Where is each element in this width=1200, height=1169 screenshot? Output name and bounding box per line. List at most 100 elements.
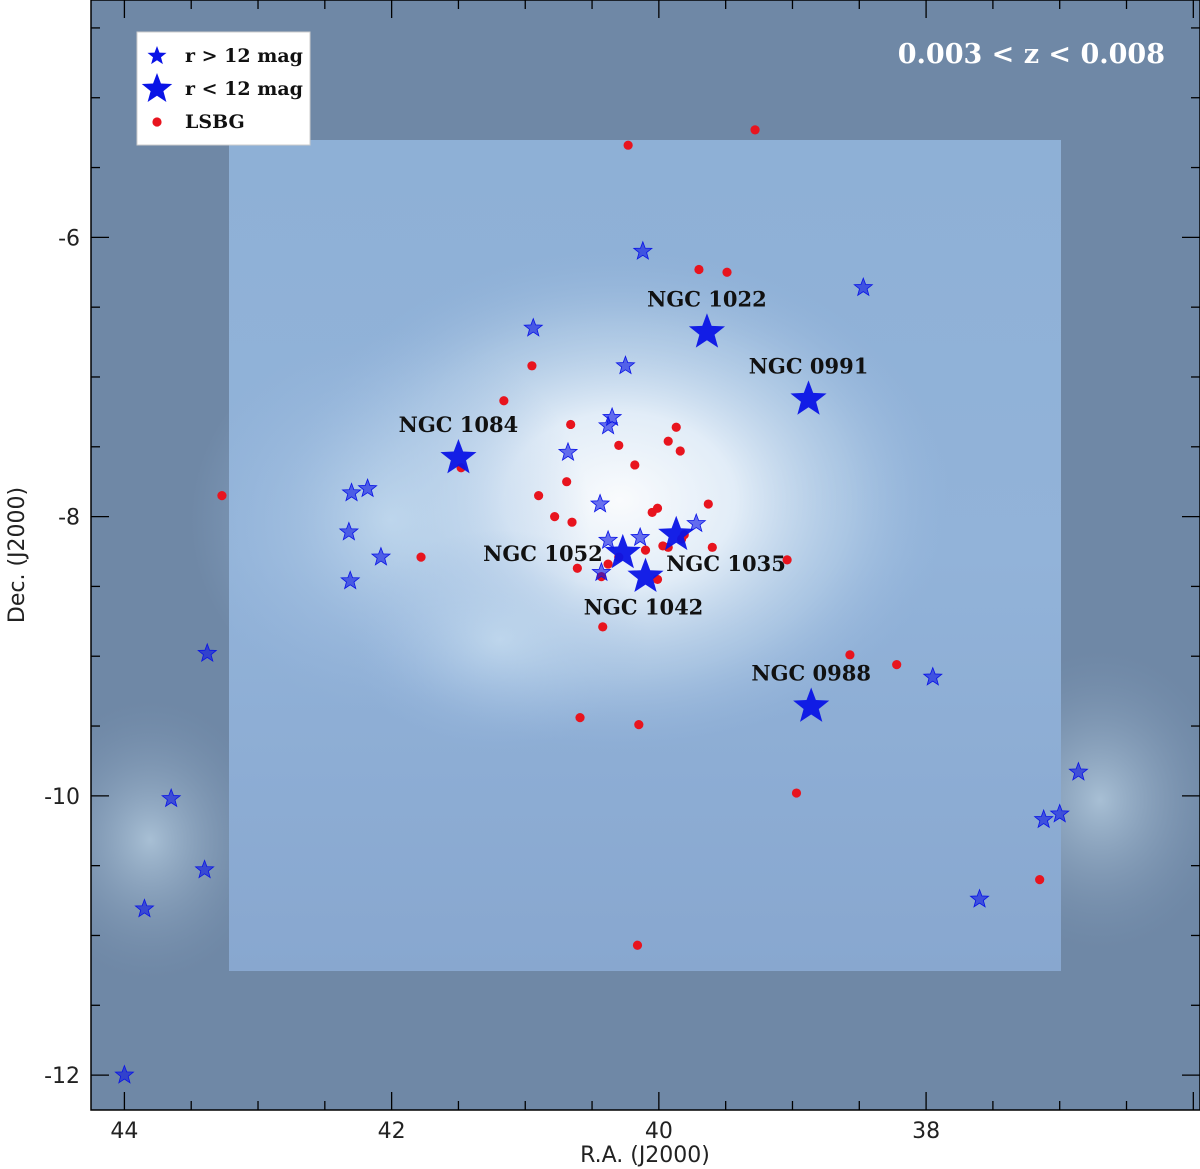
plot-frame [90,0,1200,1111]
lsbg-point [634,720,644,730]
faint-galaxy-star [557,441,579,461]
galaxy-label: NGC 1022 [647,286,767,311]
faint-galaxy-star [1049,803,1070,823]
lsbg-point [534,491,544,501]
lsbg-point [632,940,643,950]
bright-galaxy-star [688,313,726,348]
lsbg-point [572,563,582,573]
x-tick-label: 42 [378,1119,406,1144]
axes-ticks: 44 42 40 38 -6 -8 -10 -12 [44,0,1200,1144]
lsbg-point [562,477,572,487]
faint-galaxy-star [1068,761,1089,781]
lsbg-point [623,140,633,150]
lsbg-point [630,460,640,470]
galaxy-labels: NGC 1022 NGC 0991 NGC 1084 NGC 1052 NGC 1035… [399,286,871,685]
faint-galaxy-star [597,415,619,435]
lsbg-point [791,788,802,798]
bright-galaxy-star [604,533,641,569]
faint-galaxy-star [591,561,612,582]
lsbg-point [603,559,613,569]
lsbg-point [1035,875,1045,885]
lsbg-point [567,517,577,527]
redshift-annotation: 0.003 < z < 0.008 [898,39,1165,70]
faint-galaxy-star [615,355,636,375]
lsbg-point [845,650,855,660]
lsbg-point [892,660,902,670]
legend-marker-large-star [141,73,173,102]
lsbg-point [750,125,760,135]
sky-map-background [91,0,1200,1110]
lsbg-point [575,713,585,723]
legend-marker-lsbg [152,117,162,127]
lsbg-point [694,264,704,275]
y-tick-label: -6 [58,226,80,251]
faint-galaxy-star [597,529,619,549]
lsbg-point [614,440,624,450]
faint-galaxy-star [194,859,215,879]
lsbg-point [675,446,685,456]
faint-galaxy-star [523,317,544,337]
faint-galaxy-star [357,478,378,498]
legend-marker-small-star [147,46,167,65]
faint-galaxy-star [601,406,623,427]
lsbg-point [217,491,227,501]
lsbg-point [663,436,673,446]
y-tick-label: -10 [44,785,80,810]
lsbg-point [640,545,651,555]
faint-galaxy-star [632,240,653,260]
galaxy-label: NGC 0991 [749,353,869,378]
faint-galaxy-star [338,521,359,541]
bright-galaxy-star [658,515,695,551]
lsbg-point [658,541,668,551]
x-axis-label: R.A. (J2000) [580,1143,710,1168]
legend: r > 12 mag r < 12 mag LSBG [136,31,311,146]
lsbg-point [566,419,576,430]
lsbg-point [499,396,509,406]
legend-label-large-star: r < 12 mag [185,78,303,100]
faint-galaxy-star [341,482,362,502]
y-tick-label: -8 [58,506,80,531]
x-tick-label: 44 [110,1119,138,1144]
bright-galaxy-star [793,687,830,722]
legend-label-small-star: r > 12 mag [185,45,303,67]
bright-galaxy-star [627,557,664,593]
galaxy-label: NGC 0988 [751,660,871,685]
faint-galaxy-star [589,493,611,513]
lsbg-point [652,503,663,513]
faint-galaxy-star [134,898,155,918]
lsbg-point [671,422,681,432]
faint-galaxy-star [853,276,874,297]
lsbg-point [550,512,560,522]
x-tick-label: 38 [912,1119,940,1144]
faint-galaxy-star [630,526,651,547]
faint-galaxy-star [1033,808,1054,829]
y-tick-label: -12 [44,1064,80,1089]
lsbg-point [707,542,717,552]
overdensity-glow-lower [350,530,650,750]
faint-galaxy-star [686,512,707,533]
faint-galaxy-star [114,1064,135,1084]
lsbg-point [598,622,608,632]
lsbg-point [703,499,713,509]
bright-galaxy-star [440,438,477,474]
faint-galaxy-points [114,240,1089,1084]
galaxy-label: NGC 1052 [483,541,603,566]
faint-galaxy-star [922,666,943,686]
galaxy-label: NGC 1084 [399,412,519,437]
bright-galaxy-points [440,313,830,722]
faint-galaxy-star [161,787,182,808]
faint-galaxy-star [197,642,218,663]
legend-label-lsbg: LSBG [185,111,245,133]
lsbg-point [782,555,792,565]
faint-galaxy-star [370,546,392,566]
y-axis-label: Dec. (J2000) [5,487,30,623]
galaxy-label: NGC 1042 [584,595,704,620]
faint-galaxy-star [969,888,990,908]
x-tick-label: 40 [645,1119,673,1144]
bright-galaxy-star [790,380,827,415]
outer-glow-left [91,700,270,980]
lsbg-point [416,552,426,562]
lsbg-point [722,267,732,277]
galaxy-label: NGC 1035 [666,551,786,576]
